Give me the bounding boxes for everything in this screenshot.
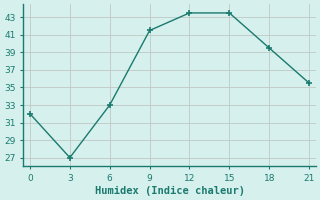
X-axis label: Humidex (Indice chaleur): Humidex (Indice chaleur) (94, 186, 244, 196)
